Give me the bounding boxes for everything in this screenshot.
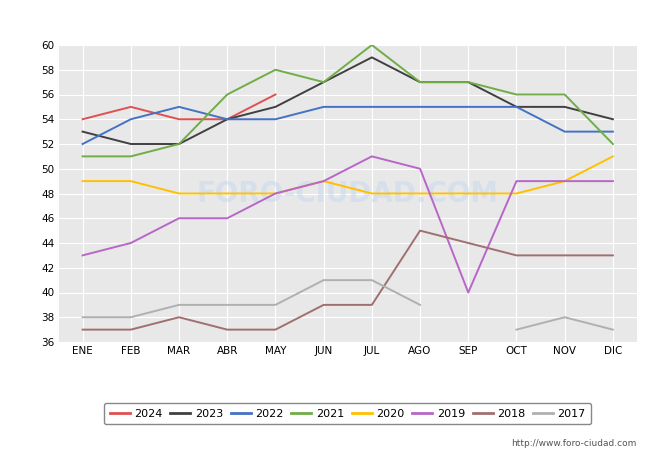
Text: http://www.foro-ciudad.com: http://www.foro-ciudad.com [512,439,637,448]
Legend: 2024, 2023, 2022, 2021, 2020, 2019, 2018, 2017: 2024, 2023, 2022, 2021, 2020, 2019, 2018… [104,403,592,424]
Text: FORO-CIUDAD.COM: FORO-CIUDAD.COM [197,180,499,207]
Text: Afiliados en Pertusa a 31/5/2024: Afiliados en Pertusa a 31/5/2024 [179,11,471,29]
